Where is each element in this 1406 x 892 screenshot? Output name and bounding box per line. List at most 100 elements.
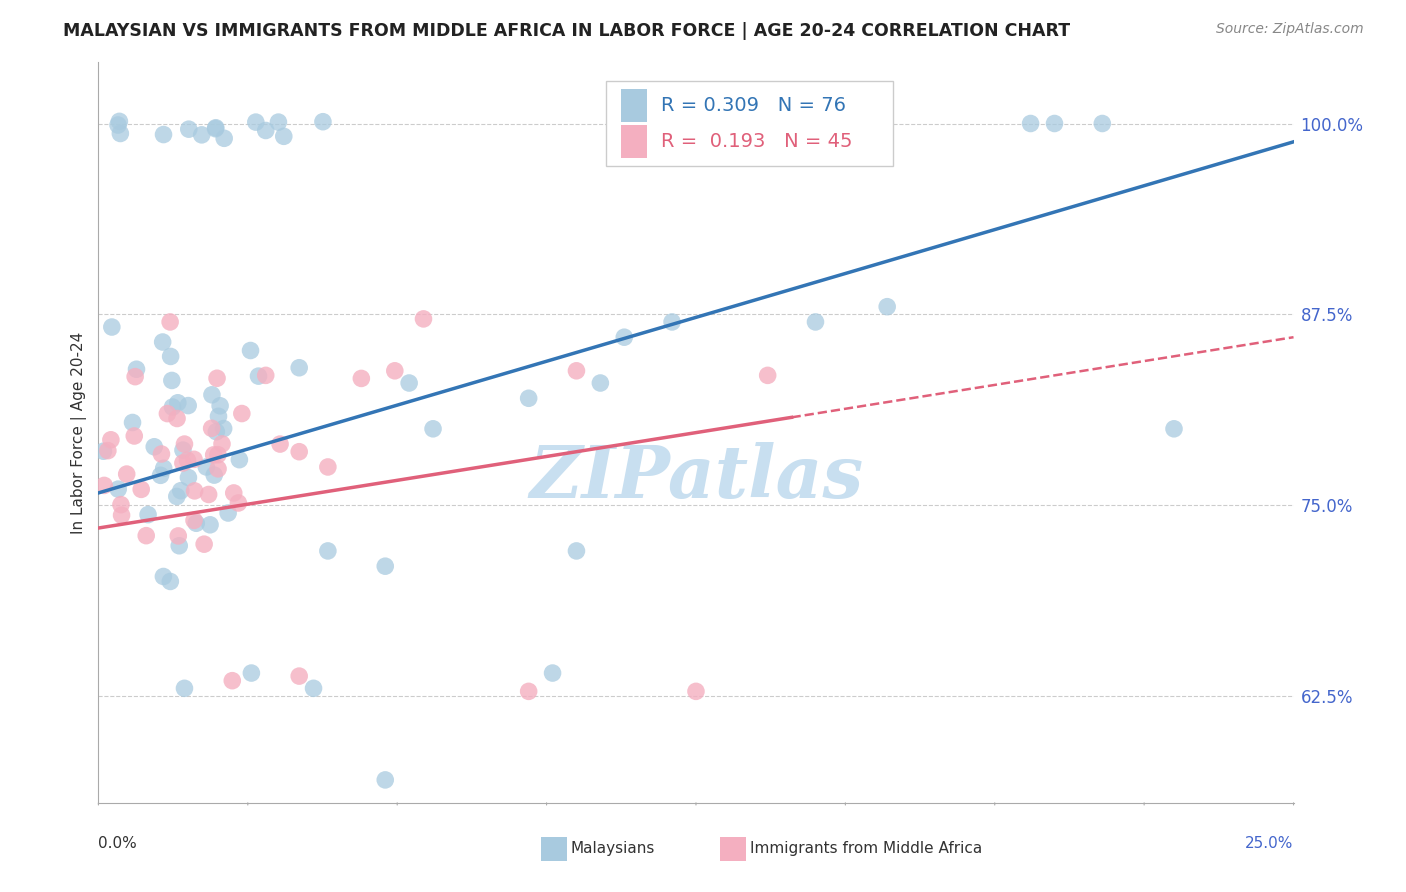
Point	[222, 486, 245, 500]
FancyBboxPatch shape	[541, 837, 567, 861]
Point	[172, 456, 194, 470]
Point	[350, 371, 373, 385]
Point	[110, 127, 132, 141]
Point	[589, 376, 612, 390]
Point	[107, 482, 129, 496]
Point	[239, 343, 262, 358]
Point	[269, 437, 291, 451]
Point	[108, 114, 131, 128]
Point	[176, 453, 198, 467]
Point	[517, 684, 540, 698]
Point	[152, 569, 174, 583]
Point	[661, 315, 683, 329]
Point	[245, 115, 267, 129]
Point	[177, 470, 200, 484]
Point	[152, 461, 174, 475]
FancyBboxPatch shape	[620, 125, 647, 158]
Point	[121, 416, 143, 430]
Point	[204, 121, 226, 136]
Point	[110, 498, 132, 512]
Point	[93, 478, 115, 492]
Point	[202, 448, 225, 462]
Point	[288, 360, 311, 375]
Text: MALAYSIAN VS IMMIGRANTS FROM MIDDLE AFRICA IN LABOR FORCE | AGE 20-24 CORRELATIO: MALAYSIAN VS IMMIGRANTS FROM MIDDLE AFRI…	[63, 22, 1070, 40]
Point	[211, 437, 233, 451]
Point	[160, 374, 183, 388]
Point	[254, 123, 277, 137]
Point	[212, 131, 235, 145]
Point	[288, 444, 311, 458]
Point	[197, 487, 219, 501]
Point	[398, 376, 420, 390]
Point	[302, 681, 325, 696]
Point	[288, 669, 311, 683]
Point	[150, 447, 173, 461]
Point	[149, 468, 172, 483]
Point	[756, 368, 779, 383]
Text: R = 0.309   N = 76: R = 0.309 N = 76	[661, 95, 846, 115]
Point	[204, 120, 226, 135]
Point	[166, 396, 188, 410]
Point	[1091, 116, 1114, 130]
Point	[201, 421, 224, 435]
Point	[135, 529, 157, 543]
Text: R =  0.193   N = 45: R = 0.193 N = 45	[661, 132, 853, 151]
Point	[162, 400, 184, 414]
Text: 0.0%: 0.0%	[98, 836, 138, 851]
Point	[93, 444, 115, 458]
Point	[195, 459, 218, 474]
Point	[167, 539, 190, 553]
Point	[207, 409, 229, 424]
Point	[209, 399, 232, 413]
Point	[202, 468, 225, 483]
Point	[541, 666, 564, 681]
Point	[152, 334, 174, 349]
Point	[1019, 116, 1042, 130]
Point	[198, 517, 221, 532]
Point	[1043, 116, 1066, 130]
Point	[517, 391, 540, 405]
Point	[240, 666, 263, 681]
Point	[316, 544, 339, 558]
Point	[876, 300, 898, 314]
Point	[100, 433, 122, 447]
Text: ZIPatlas: ZIPatlas	[529, 442, 863, 513]
Point	[205, 371, 228, 385]
Point	[173, 681, 195, 696]
Point	[685, 684, 707, 698]
Point	[159, 315, 181, 329]
Point	[159, 350, 181, 364]
Y-axis label: In Labor Force | Age 20-24: In Labor Force | Age 20-24	[72, 332, 87, 533]
Point	[565, 364, 588, 378]
Point	[124, 369, 146, 384]
Point	[159, 574, 181, 589]
Point	[190, 128, 212, 142]
FancyBboxPatch shape	[620, 88, 647, 122]
Point	[167, 529, 190, 543]
Point	[173, 437, 195, 451]
Point	[565, 544, 588, 558]
Point	[804, 315, 827, 329]
Point	[172, 443, 194, 458]
Point	[97, 443, 120, 458]
Point	[1163, 422, 1185, 436]
Point	[228, 496, 250, 510]
Point	[170, 483, 193, 498]
Point	[186, 516, 208, 531]
Point	[316, 460, 339, 475]
Point	[422, 422, 444, 436]
Point	[156, 407, 179, 421]
Point	[143, 440, 166, 454]
Point	[166, 490, 188, 504]
Point	[183, 483, 205, 498]
Point	[613, 330, 636, 344]
Point	[374, 559, 396, 574]
Point	[122, 429, 145, 443]
Point	[205, 425, 228, 439]
Point	[183, 452, 205, 467]
Point	[110, 508, 132, 523]
Point	[207, 448, 229, 462]
Point	[228, 452, 250, 467]
Text: Immigrants from Middle Africa: Immigrants from Middle Africa	[749, 841, 981, 856]
Point	[166, 411, 188, 425]
